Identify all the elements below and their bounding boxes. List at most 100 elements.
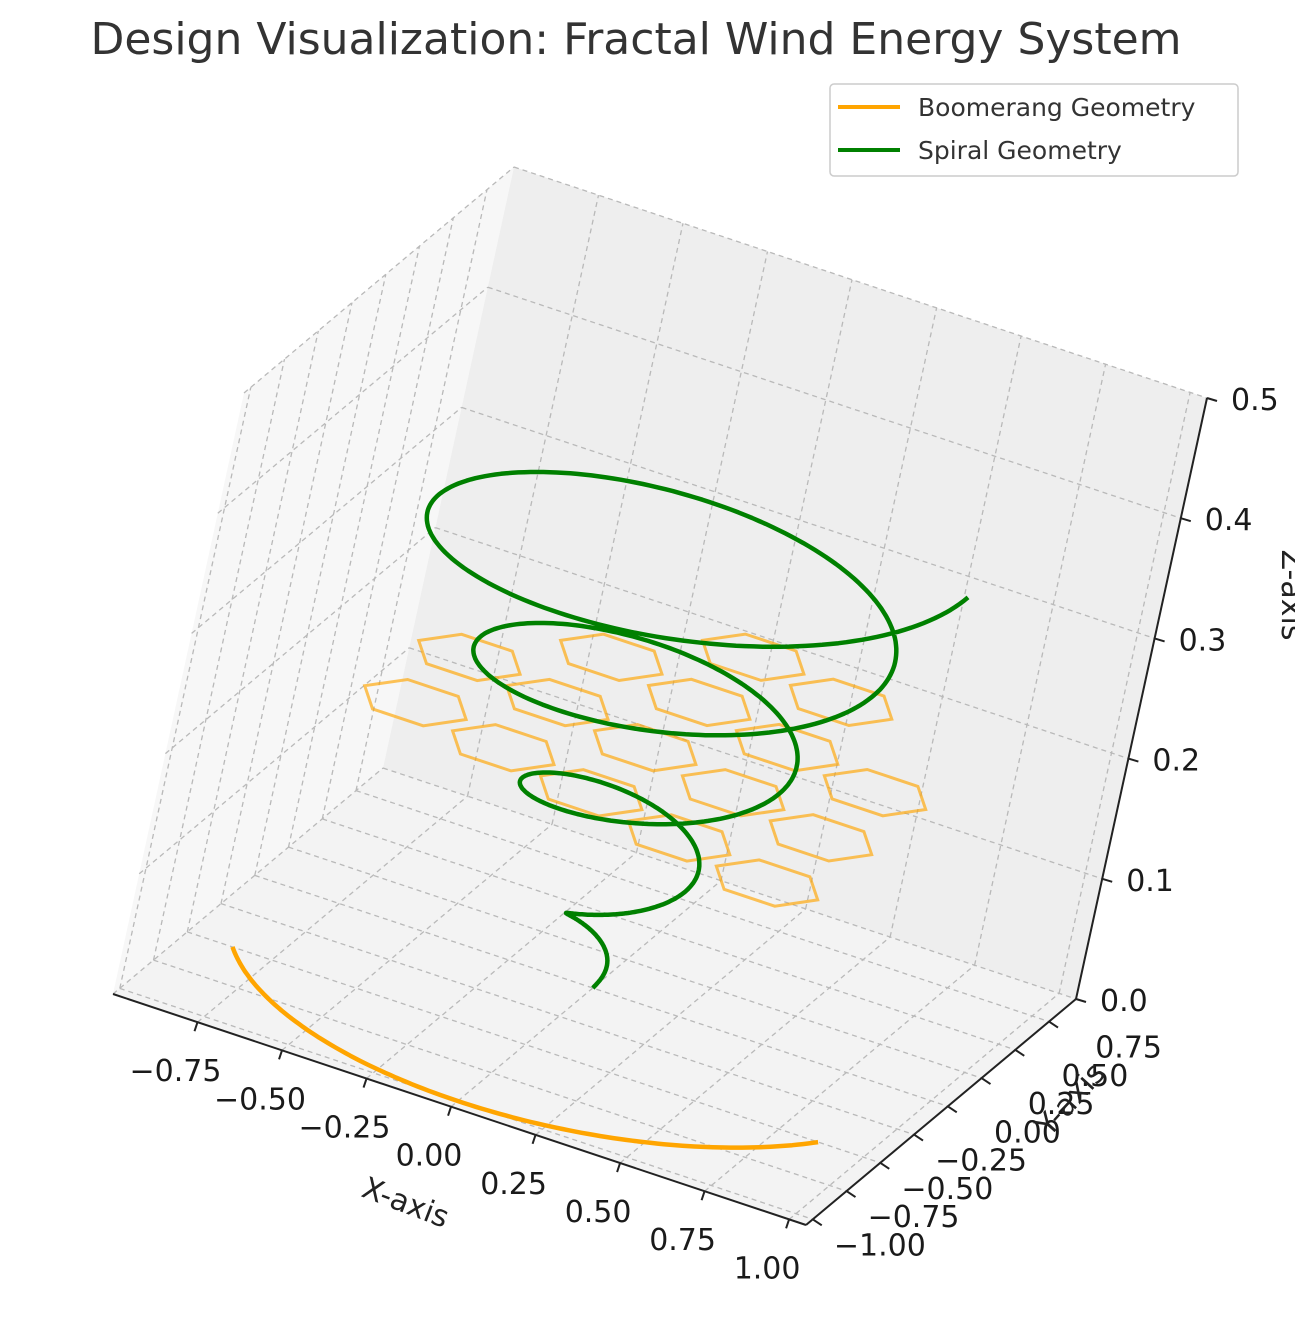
z-tick-mark	[1180, 517, 1192, 523]
gridline-x-floor	[197, 795, 468, 1023]
axis-lines	[112, 397, 1208, 1226]
series-line-boomerang	[230, 946, 819, 1150]
gridline-z-back	[513, 166, 1208, 399]
y-tick-label: 0.25	[1028, 1087, 1095, 1122]
hexagon	[646, 677, 752, 728]
y-tick-mark	[879, 1162, 890, 1170]
gridline-x-floor	[366, 852, 637, 1079]
hexagon	[714, 858, 820, 908]
z-axis-label: Z-axis	[1274, 550, 1295, 641]
x-tick-label: −0.25	[299, 1111, 391, 1146]
floor-pane	[113, 768, 1076, 1225]
hexagon-overlay	[362, 632, 928, 908]
gridline-y-wall	[152, 358, 286, 961]
y-tick-mark	[1048, 1020, 1059, 1029]
left-wall-pane	[113, 167, 514, 994]
gridline-x-floor	[281, 823, 553, 1051]
z-tick-mark	[1154, 637, 1165, 643]
z-tick-label: 0.5	[1231, 383, 1279, 418]
gridline-y-floor	[119, 987, 814, 1220]
x-tick-label: −0.50	[214, 1082, 306, 1117]
axes-panes	[113, 167, 1207, 1225]
x-tick-mark	[447, 1106, 452, 1116]
y-tick-mark	[845, 1190, 857, 1198]
tick-marks: −0.75−0.50−0.250.000.250.500.751.00−1.00…	[130, 383, 1279, 1286]
gridline-x-floor	[535, 908, 807, 1136]
hexagon	[768, 813, 874, 863]
back-wall-pane	[383, 167, 1207, 999]
gridline-x-floor	[704, 964, 976, 1192]
gridline-x-floor	[619, 936, 891, 1164]
z-tick-mark	[1101, 877, 1113, 883]
y-tick-mark	[947, 1105, 958, 1114]
series-line-spiral	[424, 469, 970, 990]
gridline-y-floor	[220, 902, 915, 1136]
z-tick-label: 0.4	[1205, 503, 1253, 538]
x-axis-label: X-axis	[357, 1171, 454, 1236]
x-tick-mark	[362, 1078, 368, 1088]
gridline-z-back	[382, 767, 1077, 1000]
gridline-x-floor	[450, 880, 722, 1108]
gridline-y-floor	[355, 789, 1050, 1023]
z-axis-line	[1075, 397, 1208, 1000]
x-tick-label: 0.25	[480, 1167, 547, 1202]
gridline-x-back	[889, 335, 1022, 938]
gridline-y-wall	[186, 330, 319, 933]
y-tick-label: −0.25	[935, 1144, 1027, 1179]
gridline-z-wall	[138, 647, 410, 875]
x-tick-label: 0.00	[396, 1139, 463, 1174]
y-tick-label: −0.75	[868, 1200, 960, 1235]
z-tick-mark	[1206, 397, 1218, 402]
x-tick-mark	[193, 1021, 199, 1032]
y-tick-label: 0.50	[1062, 1059, 1129, 1094]
legend-box	[829, 83, 1239, 177]
gridline-x-back	[466, 195, 600, 797]
legend: Boomerang Geometry Spiral Geometry	[829, 83, 1239, 177]
y-tick-label: −0.50	[901, 1172, 993, 1207]
gridline-y-wall	[254, 274, 387, 876]
x-tick-mark	[278, 1050, 283, 1060]
gridline-y-floor	[288, 846, 982, 1079]
gridline-z-back	[408, 647, 1103, 880]
z-tick-label: 0.2	[1152, 744, 1200, 779]
x-tick-mark	[700, 1190, 706, 1201]
gridline-y-floor	[187, 931, 881, 1164]
hexagon	[362, 677, 469, 728]
series-lines	[230, 469, 970, 1150]
gridline-y-wall	[119, 387, 252, 989]
gridline-y-wall	[220, 302, 353, 904]
chart-title: Design Visualization: Fractal Wind Energ…	[90, 14, 1181, 65]
gridline-x-back	[720, 279, 853, 881]
gridline-x-back	[804, 307, 938, 910]
legend-label-boomerang: Boomerang Geometry	[918, 93, 1196, 122]
gridline-z-wall	[217, 286, 489, 514]
hexagon	[788, 677, 894, 728]
hexagon	[416, 632, 523, 683]
hexagon	[538, 768, 644, 818]
gridline-x-back	[635, 251, 769, 853]
z-tick-mark	[1075, 998, 1087, 1003]
x-tick-mark	[616, 1162, 622, 1173]
x-tick-label: −0.75	[130, 1054, 222, 1089]
x-tick-label: 0.75	[649, 1223, 716, 1258]
gridline-y-floor	[322, 818, 1016, 1051]
hexagon	[558, 632, 664, 683]
gridline-z-back	[487, 286, 1182, 519]
gridline-z-wall	[164, 527, 436, 755]
gridline-z-back	[435, 526, 1129, 760]
gridline-y-wall	[355, 189, 488, 791]
y-axis-line	[805, 998, 1077, 1226]
x-axis-line	[112, 993, 807, 1226]
gridline-y-floor	[254, 874, 949, 1107]
z-tick-label: 0.3	[1179, 623, 1227, 658]
y-tick-mark	[980, 1077, 992, 1085]
y-tick-label: −1.00	[834, 1228, 926, 1263]
z-tick-label: 0.1	[1126, 864, 1174, 899]
y-tick-label: 0.00	[994, 1115, 1061, 1150]
gridline-z-wall	[112, 767, 384, 995]
y-tick-label: 0.75	[1095, 1031, 1162, 1066]
y-tick-mark	[1014, 1049, 1025, 1057]
hexagon	[680, 768, 786, 818]
